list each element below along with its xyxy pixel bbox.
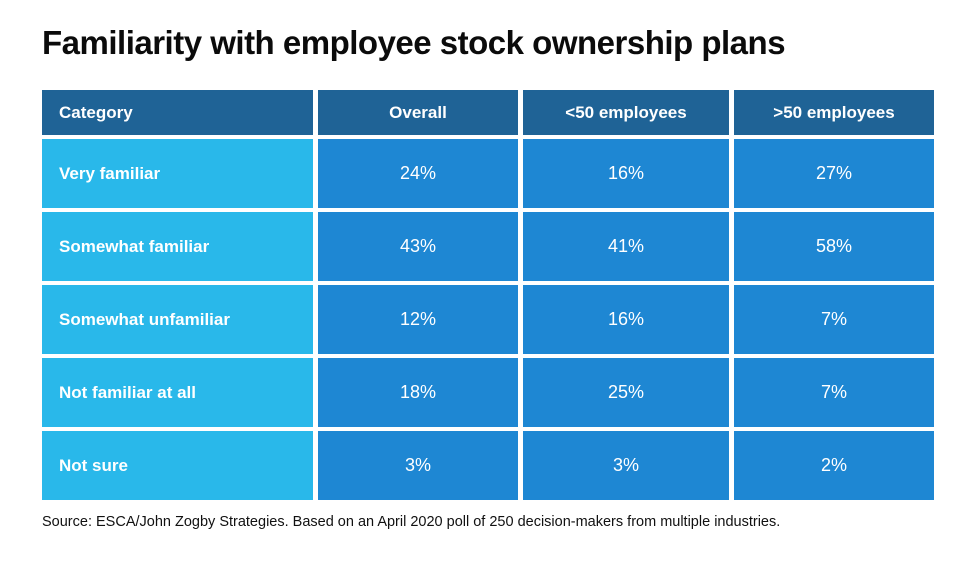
column-header-category: Category xyxy=(42,90,313,135)
table-cell: 43% xyxy=(318,212,518,281)
row-label-somewhat-unfamiliar: Somewhat unfamiliar xyxy=(42,285,313,354)
row-label-not-sure: Not sure xyxy=(42,431,313,500)
row-label-very-familiar: Very familiar xyxy=(42,139,313,208)
column-header-gt50: >50 employees xyxy=(734,90,934,135)
table-cell: 16% xyxy=(523,139,729,208)
table-cell: 58% xyxy=(734,212,934,281)
table-cell: 16% xyxy=(523,285,729,354)
column-header-lt50: <50 employees xyxy=(523,90,729,135)
infographic: Familiarity with employee stock ownershi… xyxy=(0,24,978,574)
table-cell: 27% xyxy=(734,139,934,208)
table-cell: 12% xyxy=(318,285,518,354)
table-cell: 18% xyxy=(318,358,518,427)
table-cell: 2% xyxy=(734,431,934,500)
table-cell: 25% xyxy=(523,358,729,427)
table-cell: 24% xyxy=(318,139,518,208)
table-cell: 7% xyxy=(734,358,934,427)
table-cell: 41% xyxy=(523,212,729,281)
familiarity-table: Category Overall <50 employees >50 emplo… xyxy=(42,90,934,500)
page-title: Familiarity with employee stock ownershi… xyxy=(42,24,786,61)
source-note: Source: ESCA/John Zogby Strategies. Base… xyxy=(42,514,781,530)
table-cell: 7% xyxy=(734,285,934,354)
row-label-not-familiar-at-all: Not familiar at all xyxy=(42,358,313,427)
table-cell: 3% xyxy=(523,431,729,500)
table-cell: 3% xyxy=(318,431,518,500)
row-label-somewhat-familiar: Somewhat familiar xyxy=(42,212,313,281)
column-header-overall: Overall xyxy=(318,90,518,135)
